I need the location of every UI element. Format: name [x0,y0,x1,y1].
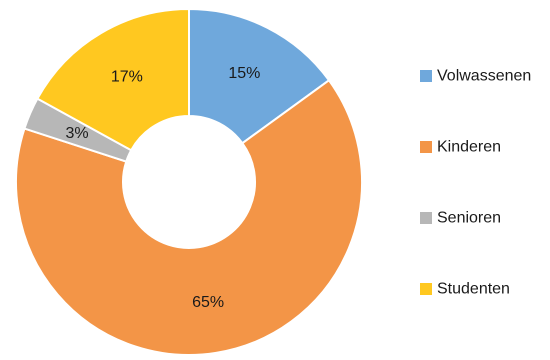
legend-item-kinderen: Kinderen [420,139,501,156]
data-label-volwassenen: 15% [228,65,260,82]
chart-legend: Volwassenen Kinderen Senioren Studenten [420,68,531,298]
legend-item-studenten: Studenten [420,281,510,298]
legend-swatch-senioren [420,212,432,224]
legend-swatch-kinderen [420,141,432,153]
data-label-senioren: 3% [65,125,88,142]
legend-label-kinderen: Kinderen [437,139,501,156]
chart-slices [15,7,363,356]
legend-label-studenten: Studenten [437,281,510,298]
legend-swatch-volwassenen [420,70,432,82]
slice-kinderen [15,78,363,356]
legend-label-volwassenen: Volwassenen [437,68,531,85]
legend-label-senioren: Senioren [437,210,501,227]
chart-data-labels: 15% 65% 3% 17% [65,65,260,311]
legend-item-volwassenen: Volwassenen [420,68,531,85]
data-label-kinderen: 65% [192,294,224,311]
slice-studenten [36,7,190,152]
slice-volwassenen [188,7,331,145]
data-label-studenten: 17% [111,68,143,85]
legend-item-senioren: Senioren [420,210,501,227]
legend-swatch-studenten [420,283,432,295]
